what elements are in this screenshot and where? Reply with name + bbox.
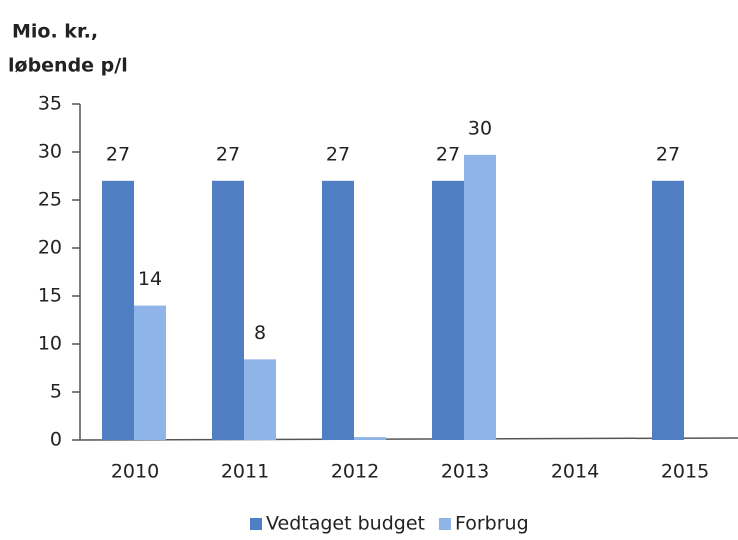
bar bbox=[464, 154, 496, 440]
y-axis-label: Mio. kr., bbox=[12, 21, 98, 43]
bar bbox=[652, 180, 684, 441]
y-tick-label: 30 bbox=[38, 141, 62, 163]
y-tick-label: 0 bbox=[50, 429, 62, 451]
value-label: 30 bbox=[468, 117, 492, 139]
bar bbox=[322, 180, 354, 441]
bar bbox=[354, 437, 386, 440]
x-axis bbox=[79, 437, 738, 441]
y-tick-label: 15 bbox=[38, 285, 62, 307]
bar bbox=[134, 305, 166, 440]
bar bbox=[432, 180, 464, 441]
y-tick-label: 10 bbox=[38, 333, 62, 355]
legend-label: Forbrug bbox=[455, 513, 529, 535]
legend-swatch bbox=[250, 518, 262, 530]
bar bbox=[244, 359, 276, 440]
value-label: 14 bbox=[138, 268, 162, 290]
y-tick-label: 20 bbox=[38, 237, 62, 259]
bar bbox=[102, 180, 134, 441]
x-tick-label: 2011 bbox=[221, 461, 269, 483]
x-tick-label: 2010 bbox=[111, 461, 159, 483]
value-label: 27 bbox=[656, 143, 680, 165]
legend-swatch bbox=[438, 518, 451, 530]
value-label: 27 bbox=[436, 143, 460, 165]
value-label: 8 bbox=[254, 322, 266, 344]
x-tick-label: 2015 bbox=[661, 461, 709, 483]
x-tick-label: 2013 bbox=[441, 461, 489, 483]
y-tick-label: 25 bbox=[38, 189, 62, 211]
x-tick-label: 2014 bbox=[551, 461, 599, 483]
x-tick-label: 2012 bbox=[331, 461, 379, 483]
value-label: 27 bbox=[326, 143, 350, 165]
legend-label: Vedtaget budget bbox=[266, 513, 425, 535]
value-label: 27 bbox=[216, 143, 240, 165]
y-axis-label: løbende p/l bbox=[8, 55, 128, 77]
y-tick-label: 5 bbox=[50, 381, 62, 403]
y-tick-label: 35 bbox=[38, 93, 62, 115]
value-label: 27 bbox=[106, 143, 130, 165]
bar bbox=[212, 180, 244, 441]
